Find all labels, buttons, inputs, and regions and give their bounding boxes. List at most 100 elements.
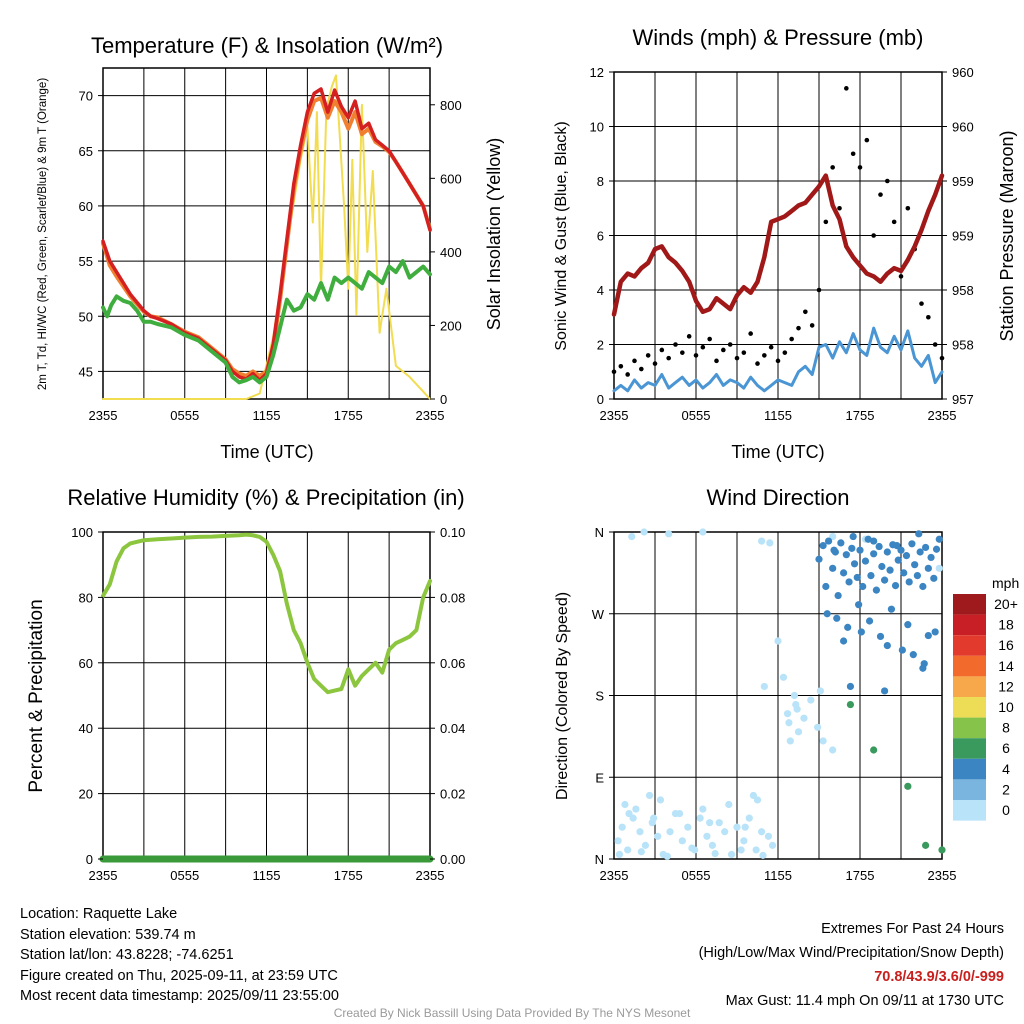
x-tick-label: 0555 [682, 408, 711, 423]
y-tick-label: N [595, 852, 604, 867]
temperature-y-label: 2m T, Td, HI/WC (Red, Green, Scarlet/Blu… [37, 78, 49, 390]
gust-point [666, 355, 671, 361]
x-tick-label: 2355 [416, 868, 445, 883]
direction-point [870, 746, 878, 754]
legend-swatch [953, 779, 986, 800]
direction-point [737, 846, 745, 854]
y2-tick-label: 957 [952, 392, 974, 407]
gust-point [639, 366, 644, 372]
extremes-values: 70.8/43.9/3.6/0/-999 [874, 969, 1004, 985]
direction-point [656, 796, 665, 804]
insolation-y-label: Solar Insolation (Yellow) [484, 138, 504, 330]
direction-point [766, 539, 774, 547]
direction-point [935, 564, 943, 572]
legend-label: 18 [998, 617, 1014, 633]
direction-point [913, 572, 922, 580]
direction-point [790, 691, 799, 700]
direction-point [905, 578, 913, 586]
direction-point [856, 546, 864, 554]
direction-point [759, 851, 767, 859]
direction-point [618, 823, 626, 831]
direction-point [916, 548, 924, 556]
direction-point [768, 841, 777, 849]
direction-point [807, 696, 815, 704]
direction-point [840, 569, 848, 577]
direction-point [703, 832, 711, 840]
y2-tick-label: 0.10 [440, 525, 465, 540]
direction-point [794, 728, 803, 736]
direction-point [842, 551, 850, 559]
x-tick-label: 0555 [170, 868, 199, 883]
legend-label: 20+ [994, 596, 1018, 612]
station-location: Location: Raquette Lake [20, 906, 178, 922]
extremes-info: Extremes For Past 24 Hours (High/Low/Max… [699, 917, 1004, 1013]
legend-label: 12 [998, 678, 1014, 694]
direction-point [883, 641, 891, 650]
direction-point [853, 573, 861, 582]
x-tick-label: 2355 [600, 408, 629, 423]
y2-tick-label: 960 [952, 120, 974, 135]
gust-point [686, 334, 692, 339]
y-tick-label: 65 [79, 144, 93, 159]
x-tick-label: 1155 [253, 868, 281, 883]
direction-point [721, 828, 729, 836]
temperature-x-ticks: 2355 0555 1155 1755 2355 [89, 408, 445, 423]
legend-swatch [953, 594, 986, 615]
direction-point [753, 796, 762, 804]
direction-grid [614, 531, 942, 860]
gust-point [768, 344, 774, 350]
y2-tick-label: 958 [952, 338, 974, 353]
y2-tick-label: 600 [440, 171, 462, 186]
direction-series [614, 528, 946, 860]
gust-point [898, 274, 904, 279]
direction-point [870, 550, 878, 558]
x-tick-label: 2355 [89, 868, 118, 883]
direction-point [650, 814, 658, 822]
pressure-y-label: Station Pressure (Maroon) [997, 130, 1017, 341]
direction-point [727, 850, 736, 859]
direction-point [764, 832, 773, 840]
direction-point [745, 814, 753, 822]
direction-point [733, 823, 741, 831]
direction-point [740, 837, 748, 845]
winds-title: Winds (mph) & Pressure (mb) [633, 25, 924, 50]
gust-point [721, 347, 726, 353]
direction-point [741, 823, 749, 831]
y2-tick-label: 0.04 [440, 721, 465, 736]
humidity-y-label: Percent & Precipitation [26, 599, 47, 792]
humidity-x-ticks: 2355 0555 1155 1755 2355 [89, 868, 445, 883]
gust-point [939, 355, 945, 361]
direction-point [881, 576, 889, 584]
direction-point [909, 651, 917, 659]
direction-point [829, 746, 837, 754]
direction-point [857, 628, 865, 636]
humidity-panel: Relative Humidity (%) & Precipitation (i… [26, 485, 465, 883]
relative-humidity-line [101, 532, 432, 695]
direction-point [715, 819, 723, 827]
direction-point [636, 828, 644, 836]
direction-point [922, 543, 930, 552]
station-latlon: Station lat/lon: 43.8228; -74.6251 [20, 947, 234, 963]
direction-point [834, 591, 842, 600]
direction-point [793, 705, 801, 713]
gust-point [885, 178, 890, 184]
gust-point [782, 350, 788, 355]
direction-point [927, 553, 935, 562]
direction-point [887, 605, 896, 613]
recent-timestamp: Most recent data timestamp: 2025/09/11 2… [20, 988, 339, 1004]
direction-point [637, 848, 645, 856]
direction-point [849, 532, 857, 541]
gust-point [632, 358, 637, 364]
direction-point [758, 828, 766, 836]
direction-point [621, 800, 629, 809]
direction-point [725, 800, 733, 809]
x-tick-label: 2355 [928, 408, 957, 423]
y-tick-label: 55 [79, 254, 93, 269]
direction-point [785, 719, 793, 727]
credit-line: Created By Nick Bassill Using Data Provi… [333, 1006, 691, 1020]
gust-point [611, 369, 617, 375]
direction-point [848, 544, 856, 552]
y2-tick-label: 0.06 [440, 656, 465, 671]
winds-y-label: Sonic Wind & Gust (Blue, Black) [553, 121, 570, 350]
direction-point [678, 837, 686, 845]
